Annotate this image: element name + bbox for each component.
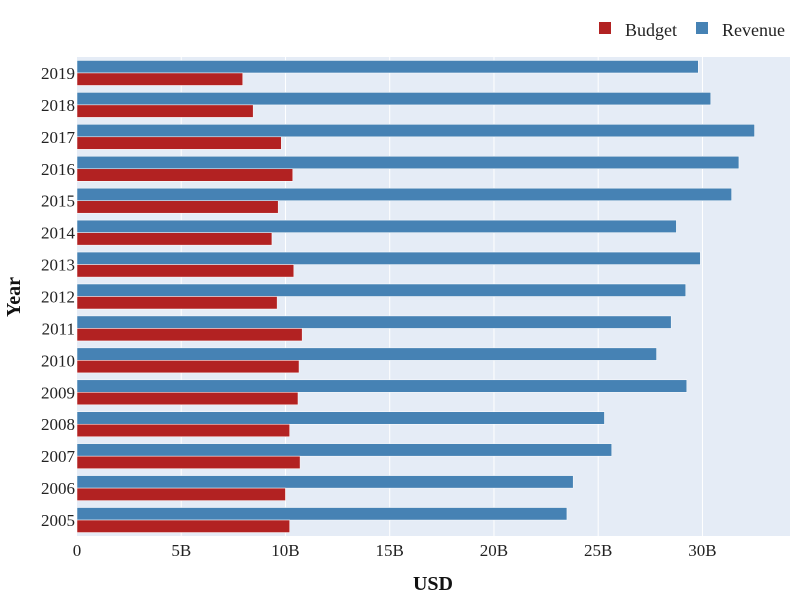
y-axis-ticks: 2005 2006 2007 2008 2009 2010 2011 2012 2013 2014… [41, 64, 76, 530]
x-tick-label: 20B [480, 541, 508, 560]
y-tick-label: 2007 [41, 447, 76, 466]
bar-budget-2017 [76, 136, 282, 150]
bar-budget-2006 [76, 487, 286, 501]
bars [76, 60, 755, 533]
bar-revenue-2005 [76, 507, 568, 521]
bar-budget-2015 [76, 200, 279, 214]
bar-revenue-2015 [76, 187, 732, 201]
y-tick-label: 2019 [41, 64, 75, 83]
y-tick-label: 2012 [41, 288, 75, 307]
y-tick-label: 2013 [41, 256, 75, 275]
bar-revenue-2013 [76, 251, 701, 265]
legend-label-revenue: Revenue [722, 20, 785, 40]
bar-budget-2005 [76, 519, 290, 533]
y-tick-label: 2009 [41, 383, 75, 402]
y-tick-label: 2015 [41, 192, 75, 211]
bar-budget-2007 [76, 455, 301, 469]
y-tick-label: 2008 [41, 415, 75, 434]
x-tick-label: 5B [171, 541, 191, 560]
x-tick-label: 25B [584, 541, 612, 560]
bar-revenue-2014 [76, 219, 677, 233]
y-tick-label: 2018 [41, 96, 75, 115]
bar-revenue-2007 [76, 443, 612, 457]
y-tick-label: 2005 [41, 511, 75, 530]
y-tick-label: 2017 [41, 128, 76, 147]
bar-revenue-2019 [76, 60, 699, 74]
bar-revenue-2011 [76, 315, 672, 329]
bar-revenue-2010 [76, 347, 657, 361]
bar-revenue-2009 [76, 379, 688, 393]
legend-swatch-revenue [696, 22, 708, 34]
legend-label-budget: Budget [625, 20, 677, 40]
bar-budget-2008 [76, 423, 290, 437]
bar-budget-2019 [76, 72, 243, 86]
x-tick-label: 10B [271, 541, 299, 560]
y-tick-label: 2014 [41, 224, 76, 243]
bar-budget-2009 [76, 392, 299, 406]
x-tick-label: 0 [73, 541, 82, 560]
bar-budget-2010 [76, 360, 300, 374]
bar-revenue-2006 [76, 475, 574, 489]
y-tick-label: 2006 [41, 479, 75, 498]
bar-revenue-2018 [76, 92, 712, 106]
bar-budget-2016 [76, 168, 294, 182]
x-tick-label: 15B [376, 541, 404, 560]
y-tick-label: 2016 [41, 160, 75, 179]
x-tick-label: 30B [688, 541, 716, 560]
bar-budget-2018 [76, 104, 254, 118]
bar-budget-2012 [76, 296, 278, 310]
bar-budget-2013 [76, 264, 295, 278]
y-axis-title: Year [3, 277, 25, 317]
y-tick-label: 2010 [41, 351, 75, 370]
legend: Budget Revenue [599, 20, 785, 40]
x-axis-title: USD [413, 573, 453, 595]
legend-swatch-budget [599, 22, 611, 34]
bar-budget-2011 [76, 328, 303, 342]
bar-revenue-2017 [76, 124, 755, 138]
bar-budget-2014 [76, 232, 273, 246]
y-tick-label: 2011 [42, 319, 75, 338]
bar-revenue-2008 [76, 411, 605, 425]
bar-revenue-2012 [76, 283, 687, 297]
bar-revenue-2016 [76, 156, 740, 170]
x-axis-ticks: 0 5B 10B 15B 20B 25B 30B [73, 541, 717, 560]
